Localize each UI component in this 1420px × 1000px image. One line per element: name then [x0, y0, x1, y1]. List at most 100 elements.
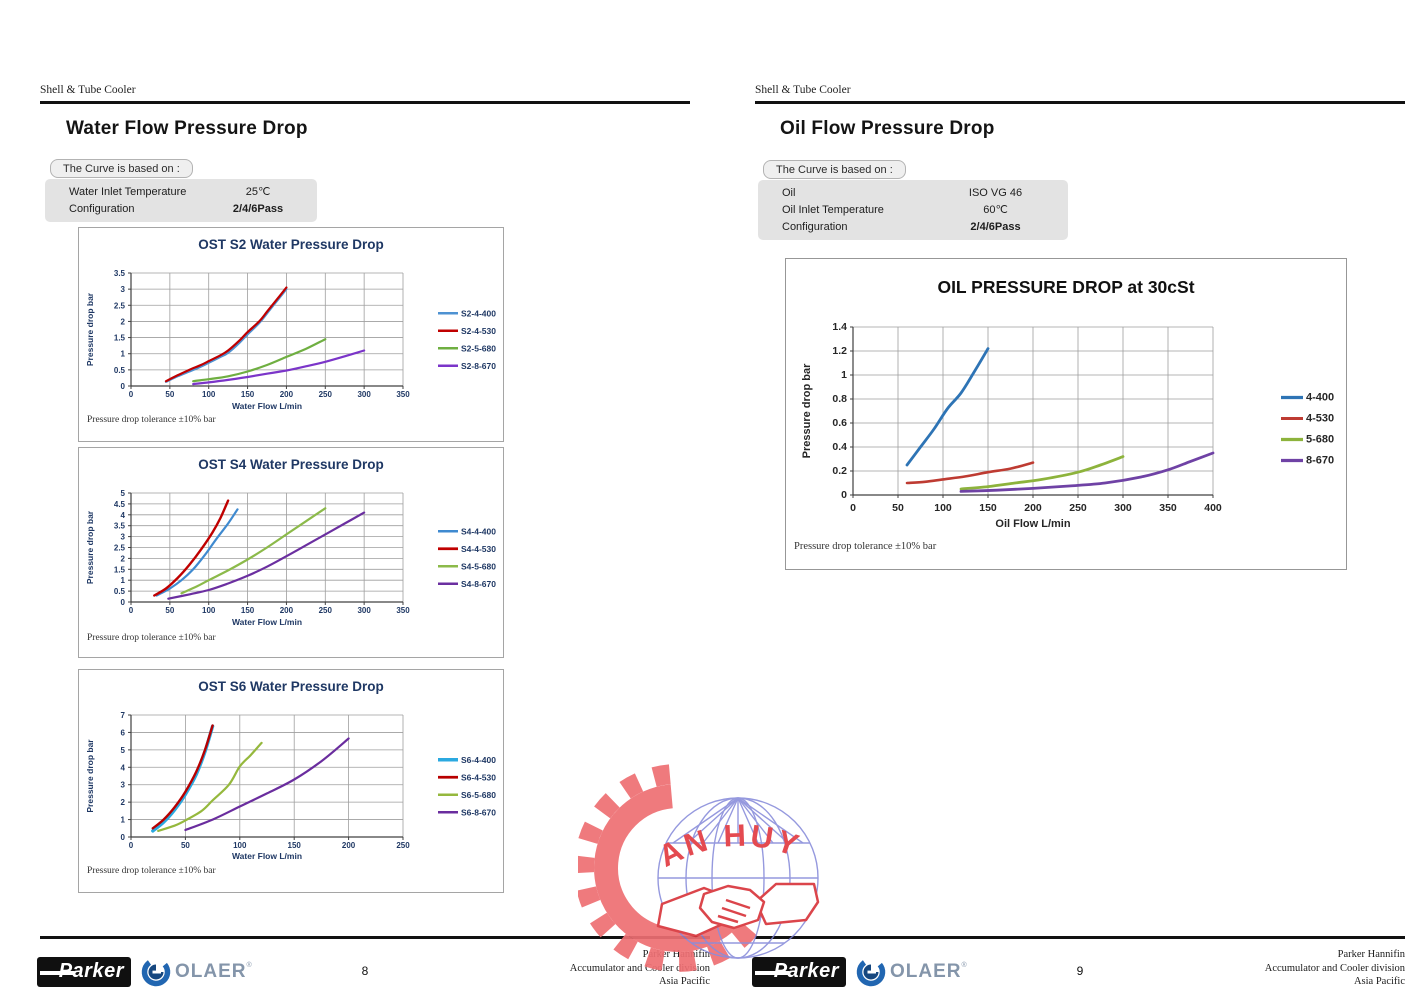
- svg-text:0: 0: [121, 382, 126, 391]
- olaer-logo-text: OLAER: [175, 961, 247, 982]
- footer-division-text: Parker Hannifin Accumulator and Cooler d…: [500, 948, 710, 989]
- legend: S6-4-400 S6-4-530 S6-5-680 S6-8-670: [438, 755, 496, 817]
- tolerance-note: Pressure drop tolerance ±10% bar: [87, 415, 217, 425]
- svg-text:4.5: 4.5: [114, 500, 126, 509]
- footer-line: Parker Hannifin: [1337, 949, 1405, 960]
- y-axis-label: Pressure drop bar: [85, 292, 95, 366]
- svg-text:0: 0: [129, 606, 134, 615]
- series-4-400: [905, 347, 990, 467]
- svg-text:100: 100: [233, 841, 247, 850]
- svg-text:0: 0: [121, 598, 126, 607]
- legend-label: S6-5-680: [461, 790, 496, 800]
- chart-svg: 0 50 100 150 200 250 0 1 2 3 4 5 6 7 OST S6 Water Pres…: [85, 679, 496, 876]
- legend-label: S2-4-530: [461, 326, 496, 336]
- chart-card-ost-s2: 0 50 100 150 200 250 300 350 0 0.5 1 1.5 2 2.5 3 3.5 OST…: [78, 227, 504, 442]
- chart-title: OST S4 Water Pressure Drop: [198, 457, 384, 472]
- stamp-gear-icon: [578, 764, 773, 972]
- chart-title: OIL PRESSURE DROP at 30cSt: [937, 277, 1194, 297]
- legend-label: S2-4-400: [461, 308, 496, 318]
- curve-basis-tab-label: The Curve is based on :: [776, 164, 893, 176]
- curve-row-label: Configuration: [782, 221, 848, 233]
- svg-text:350: 350: [1159, 502, 1177, 514]
- x-axis-label: Water Flow L/min: [232, 401, 302, 411]
- stamp-globe-icon: [657, 797, 819, 959]
- svg-text:1: 1: [121, 816, 126, 825]
- olaer-mark-icon: [141, 957, 171, 987]
- running-header: Shell & Tube Cooler: [40, 84, 136, 96]
- footer-line: Parker Hannifin: [642, 949, 710, 960]
- olaer-mark-icon: [856, 957, 886, 987]
- tick-labels: 0 50 100 150 200 250 0 1 2 3 4 5 6 7: [121, 711, 411, 850]
- svg-text:5: 5: [121, 746, 126, 755]
- curve-row: Configuration 2/4/6Pass: [758, 219, 1068, 236]
- series-S2-8-670: [192, 349, 366, 386]
- svg-text:0.6: 0.6: [832, 417, 847, 429]
- curve-row-label: Water Inlet Temperature: [69, 186, 187, 198]
- svg-text:7: 7: [121, 711, 126, 720]
- svg-text:300: 300: [357, 390, 371, 399]
- y-axis-label: Pressure drop bar: [85, 510, 95, 584]
- olaer-logo: OLAER ®: [140, 956, 252, 988]
- svg-text:1.2: 1.2: [832, 345, 847, 357]
- curve-row-value: 25℃: [245, 186, 271, 198]
- svg-text:150: 150: [979, 502, 997, 514]
- gridlines: [130, 714, 404, 838]
- svg-text:200: 200: [342, 841, 356, 850]
- gridlines: [130, 272, 404, 387]
- series-S6-4-530: [151, 724, 214, 830]
- svg-text:3.5: 3.5: [114, 269, 126, 278]
- series-4-530: [905, 461, 1035, 485]
- footer-line: Accumulator and Cooler division: [569, 962, 710, 974]
- legend: 4-400 4-530 5-680 8-670: [1281, 392, 1334, 467]
- svg-text:1.5: 1.5: [114, 565, 126, 574]
- svg-text:2: 2: [121, 317, 126, 326]
- tick-labels: 0 50 100 150 200 250 300 350 0 0.5 1 1.5 2 2.5 3 3.5: [114, 269, 410, 399]
- stamp-text-path: AN HUY: [653, 818, 803, 874]
- curve-row-label: Configuration: [69, 203, 135, 215]
- svg-text:100: 100: [202, 606, 216, 615]
- svg-text:0.4: 0.4: [832, 441, 847, 453]
- curve-row: Configuration 2/4/6Pass: [45, 201, 317, 218]
- svg-text:2: 2: [121, 798, 126, 807]
- svg-text:300: 300: [357, 606, 371, 615]
- footer-line: Asia Pacific: [1353, 976, 1405, 987]
- page-title: Oil Flow Pressure Drop: [780, 118, 995, 139]
- chart-svg: 0 50 100 150 200 250 300 350 0 0.5 1 1.5 22.5 3 3.5 4 4.…: [85, 457, 496, 643]
- curve-row: Oil Inlet Temperature 60℃: [758, 202, 1068, 219]
- curve-row-value: 60℃: [983, 204, 1008, 216]
- series-S6-4-400: [151, 724, 215, 833]
- series-S2-4-530: [164, 286, 288, 383]
- svg-text:0: 0: [850, 502, 856, 514]
- parker-logo-text: Parker: [773, 960, 839, 982]
- y-axis-label: Pressure drop bar: [85, 739, 95, 813]
- olaer-registered-mark: ®: [246, 961, 252, 969]
- svg-text:0: 0: [121, 833, 126, 842]
- curve-basis-tab: The Curve is based on :: [50, 159, 193, 178]
- legend: S4-4-400 S4-4-530 S4-5-680 S4-8-670: [438, 526, 496, 589]
- olaer-registered-mark: ®: [961, 961, 967, 969]
- legend-label: S6-4-400: [461, 755, 496, 765]
- curve-basis-tab: The Curve is based on :: [763, 160, 906, 179]
- curve-row-label: Oil Inlet Temperature: [782, 204, 884, 216]
- legend-label: S2-5-680: [461, 343, 496, 353]
- svg-text:200: 200: [280, 390, 294, 399]
- svg-text:2.5: 2.5: [114, 301, 126, 310]
- svg-text:100: 100: [202, 390, 216, 399]
- tick-labels: 0 50 100 150 200 250 300 350 400 0 0.2 0.4 0.6 0.8 1 1.…: [832, 321, 1222, 514]
- curve-basis-tab-label: The Curve is based on :: [63, 163, 180, 175]
- svg-text:1: 1: [121, 576, 126, 585]
- page-title: Water Flow Pressure Drop: [66, 118, 308, 139]
- page-number: 9: [1076, 964, 1084, 978]
- svg-text:0.5: 0.5: [114, 587, 126, 596]
- svg-text:350: 350: [396, 606, 410, 615]
- svg-text:250: 250: [396, 841, 410, 850]
- gridlines: [130, 492, 404, 603]
- svg-text:6: 6: [121, 728, 126, 737]
- series-8-670: [959, 451, 1215, 493]
- tick-labels: 0 50 100 150 200 250 300 350 0 0.5 1 1.5 22.5 3 3.5 4 4.…: [114, 489, 410, 615]
- svg-text:100: 100: [934, 502, 952, 514]
- svg-text:200: 200: [280, 606, 294, 615]
- x-axis-label: Water Flow L/min: [232, 617, 302, 627]
- series-S4-4-400: [155, 508, 239, 597]
- series-S4-8-670: [167, 511, 366, 600]
